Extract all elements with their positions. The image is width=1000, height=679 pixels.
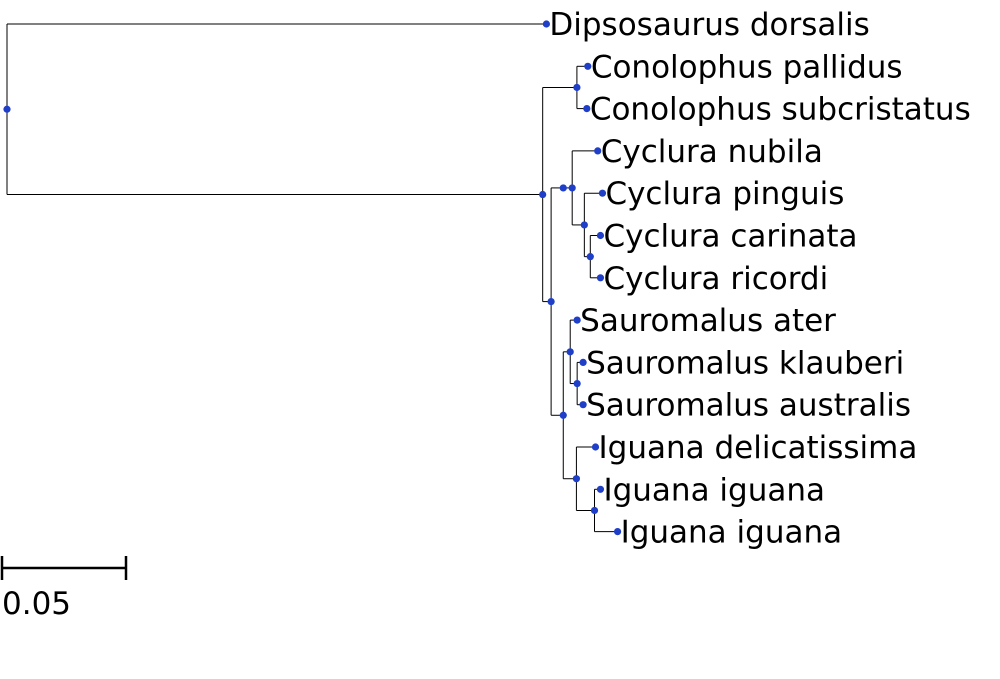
leaf-label: Conolophus subcristatus [590, 92, 971, 128]
internal-node [572, 475, 581, 483]
internal-node [559, 184, 567, 192]
leaf-label: Conolophus pallidus [591, 49, 903, 85]
leaf-label: Sauromalus australis [586, 388, 911, 424]
leaf-label: Sauromalus klauberi [586, 345, 904, 381]
leaf-node [591, 443, 600, 451]
leaf-label: Sauromalus ater [580, 303, 836, 339]
scale-bar: 0.05 [0, 556, 128, 622]
node-layer [3, 20, 622, 536]
internal-node [573, 379, 581, 388]
leaf-node [596, 274, 605, 282]
internal-node [590, 506, 599, 515]
leaf-label: Iguana iguana [621, 515, 843, 551]
branch-layer [6, 23, 618, 533]
leaf-label: Iguana iguana [603, 472, 825, 508]
internal-node [586, 253, 594, 261]
leaf-node [579, 401, 587, 409]
internal-node [573, 83, 581, 92]
internal-node [3, 105, 11, 113]
internal-node [580, 221, 588, 229]
leaf-node [594, 147, 602, 155]
leaf-node [542, 20, 551, 28]
leaf-node [579, 358, 587, 366]
leaf-node [598, 189, 607, 197]
internal-node [566, 348, 574, 356]
leaf-label: Cyclura carinata [603, 219, 857, 255]
leaf-label: Cyclura pinguis [605, 176, 844, 212]
leaf-node [596, 485, 605, 493]
internal-node [568, 184, 576, 192]
leaf-label: Iguana delicatissima [599, 430, 918, 466]
internal-node [539, 190, 547, 199]
leaf-label: Cyclura ricordi [603, 261, 828, 297]
leaf-label: Dipsosaurus dorsalis [549, 7, 869, 43]
leaf-label: Cyclura nubila [601, 134, 823, 170]
internal-node [547, 297, 555, 306]
leaf-label-layer: Dipsosaurus dorsalis Conolophus pallidus C… [549, 7, 970, 551]
leaf-node [613, 528, 622, 536]
leaf-node [596, 231, 605, 240]
scale-bar-label: 0.05 [2, 586, 71, 622]
leaf-node [573, 316, 581, 324]
leaf-node [584, 62, 592, 70]
leaf-node [583, 105, 591, 113]
internal-node [559, 411, 567, 419]
